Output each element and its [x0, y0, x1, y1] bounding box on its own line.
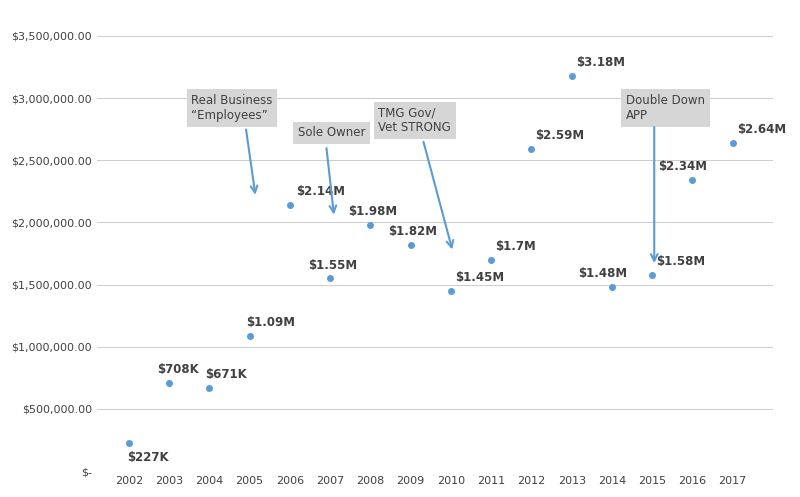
Text: $1.7M: $1.7M [495, 240, 536, 253]
Text: $1.09M: $1.09M [246, 316, 294, 329]
Text: Real Business
“Employees”: Real Business “Employees” [191, 94, 273, 122]
Text: $1.98M: $1.98M [348, 205, 398, 218]
Text: $708K: $708K [157, 363, 199, 376]
Text: Sole Owner: Sole Owner [298, 126, 366, 140]
Text: $1.48M: $1.48M [578, 267, 627, 280]
Text: $1.58M: $1.58M [656, 255, 706, 268]
Text: $2.59M: $2.59M [535, 129, 585, 142]
Text: $1.55M: $1.55M [308, 258, 357, 271]
Text: TMG Gov/
Vet STRONG: TMG Gov/ Vet STRONG [378, 106, 451, 135]
Text: $1.45M: $1.45M [455, 271, 504, 284]
Text: $1.82M: $1.82M [389, 225, 438, 238]
Text: $3.18M: $3.18M [576, 56, 625, 69]
Text: Double Down
APP: Double Down APP [626, 94, 705, 122]
Text: $2.34M: $2.34M [658, 161, 707, 173]
Text: $227K: $227K [127, 451, 169, 464]
Text: $2.64M: $2.64M [737, 123, 786, 136]
Text: $671K: $671K [206, 368, 247, 381]
Text: $2.14M: $2.14M [296, 185, 345, 198]
